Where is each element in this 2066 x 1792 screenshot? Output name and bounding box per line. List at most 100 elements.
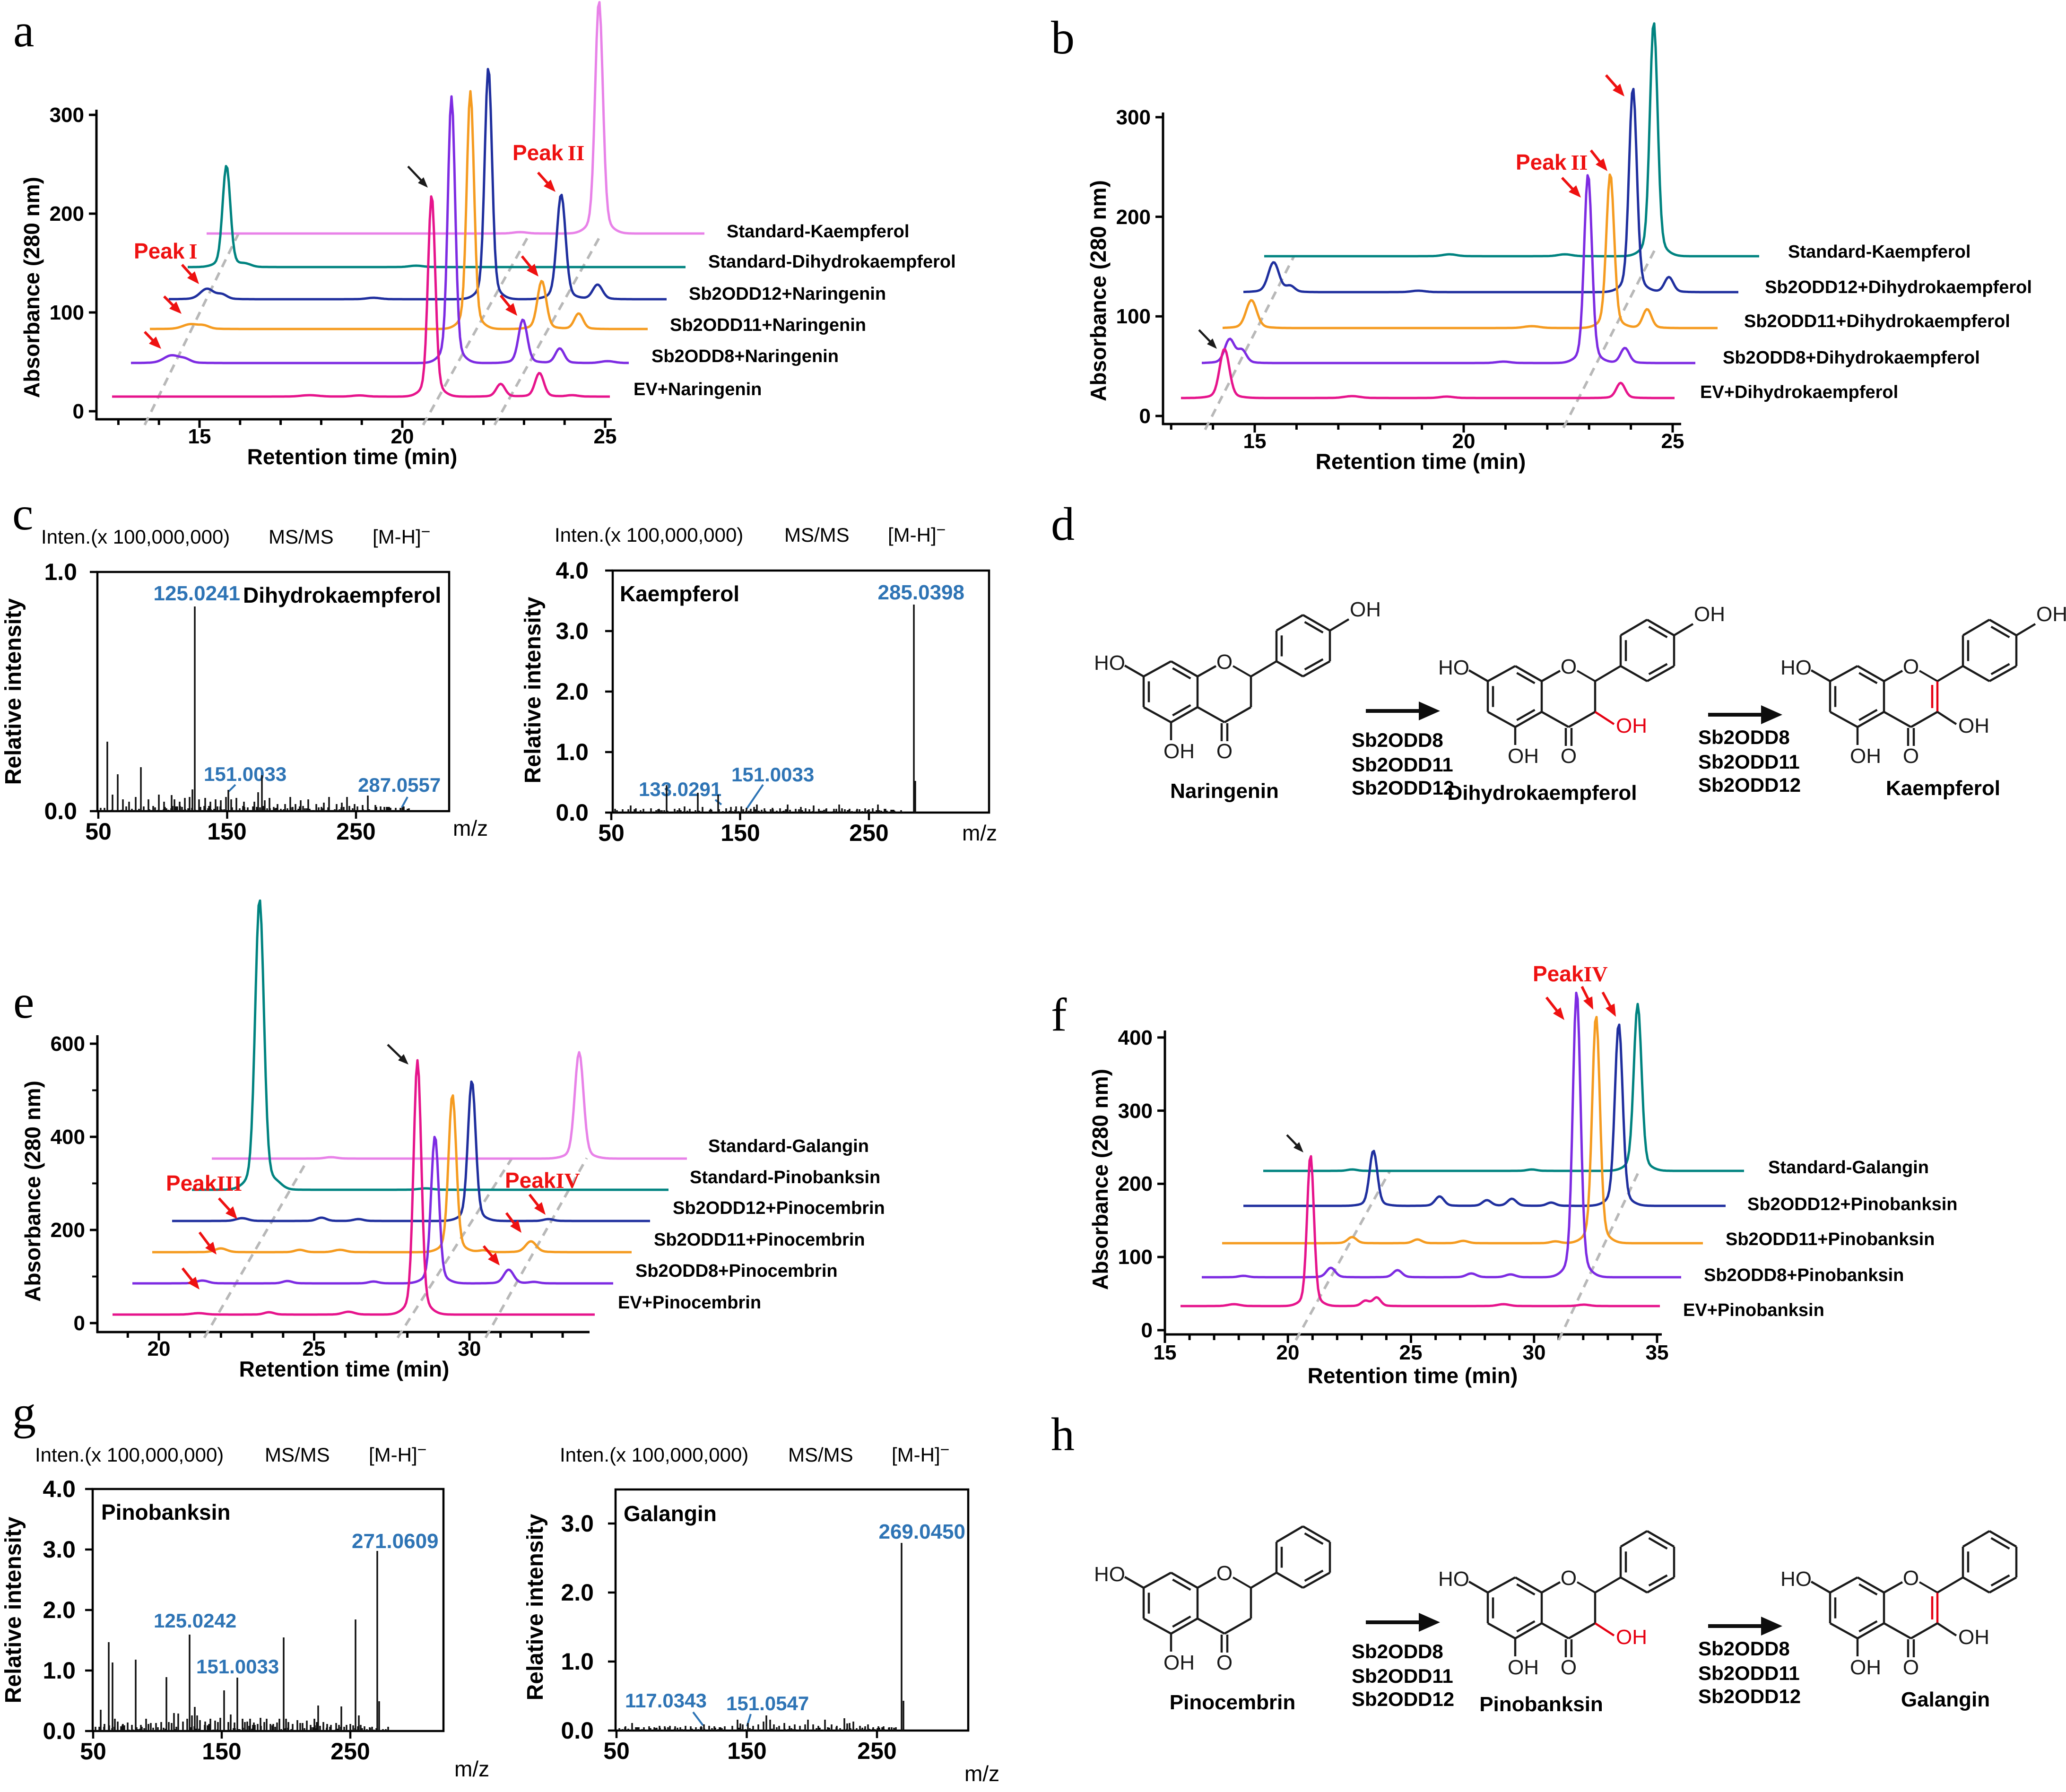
svg-text:O: O bbox=[1561, 655, 1577, 678]
svg-text:3.0: 3.0 bbox=[561, 1510, 594, 1537]
svg-text:Absorbance (280 nm): Absorbance (280 nm) bbox=[20, 1081, 45, 1302]
svg-text:2.0: 2.0 bbox=[556, 678, 589, 705]
svg-text:[M-H]−: [M-H]− bbox=[373, 523, 431, 548]
svg-text:250: 250 bbox=[849, 820, 888, 846]
svg-text:25: 25 bbox=[594, 425, 617, 448]
svg-text:Sb2ODD8+Dihydrokaempferol: Sb2ODD8+Dihydrokaempferol bbox=[1723, 348, 1980, 368]
svg-text:HO: HO bbox=[1780, 656, 1812, 679]
svg-text:Dihydrokaempferol: Dihydrokaempferol bbox=[243, 583, 441, 607]
svg-text:151.0547: 151.0547 bbox=[726, 1692, 809, 1714]
svg-text:150: 150 bbox=[202, 1738, 241, 1765]
svg-text:Pinobanksin: Pinobanksin bbox=[101, 1500, 230, 1524]
svg-text:Sb2ODD11: Sb2ODD11 bbox=[1352, 753, 1453, 776]
svg-text:25: 25 bbox=[1399, 1341, 1423, 1364]
svg-text:Sb2ODD12+Dihydrokaempferol: Sb2ODD12+Dihydrokaempferol bbox=[1765, 277, 2032, 297]
svg-text:Standard-Kaempferol: Standard-Kaempferol bbox=[727, 222, 909, 242]
svg-text:250: 250 bbox=[330, 1738, 370, 1765]
svg-text:Kaempferol: Kaempferol bbox=[1886, 777, 2000, 800]
svg-text:3.0: 3.0 bbox=[556, 618, 589, 644]
svg-text:O: O bbox=[1903, 1656, 1919, 1679]
svg-text:O: O bbox=[1561, 745, 1577, 768]
svg-text:Sb2ODD11+Dihydrokaempferol: Sb2ODD11+Dihydrokaempferol bbox=[1744, 312, 2010, 331]
svg-text:b: b bbox=[1051, 11, 1075, 64]
svg-text:Sb2ODD11+Pinobanksin: Sb2ODD11+Pinobanksin bbox=[1726, 1229, 1935, 1249]
svg-text:h: h bbox=[1051, 1408, 1075, 1461]
svg-text:Sb2ODD8: Sb2ODD8 bbox=[1698, 1637, 1790, 1660]
svg-text:Inten.(x 100,000,000): Inten.(x 100,000,000) bbox=[41, 526, 230, 548]
svg-text:Sb2ODD12: Sb2ODD12 bbox=[1698, 1685, 1801, 1707]
svg-text:HO: HO bbox=[1094, 1563, 1125, 1586]
svg-text:20: 20 bbox=[148, 1337, 171, 1360]
svg-text:200: 200 bbox=[1118, 1172, 1153, 1195]
svg-text:EV+Dihydrokaempferol: EV+Dihydrokaempferol bbox=[1700, 382, 1898, 402]
svg-text:Sb2ODD8: Sb2ODD8 bbox=[1352, 1640, 1443, 1662]
svg-text:151.0033: 151.0033 bbox=[204, 763, 286, 785]
svg-text:Inten.(x 100,000,000): Inten.(x 100,000,000) bbox=[555, 524, 743, 546]
svg-text:100: 100 bbox=[50, 301, 84, 324]
svg-text:50: 50 bbox=[598, 820, 625, 846]
svg-text:d: d bbox=[1051, 498, 1075, 550]
svg-text:PeakIV: PeakIV bbox=[1533, 961, 1608, 986]
svg-text:HO: HO bbox=[1780, 1567, 1812, 1591]
svg-text:Sb2ODD11: Sb2ODD11 bbox=[1698, 751, 1800, 773]
svg-text:2.0: 2.0 bbox=[43, 1597, 76, 1623]
svg-text:125.0242: 125.0242 bbox=[154, 1610, 236, 1632]
svg-text:50: 50 bbox=[603, 1738, 630, 1764]
svg-text:Sb2ODD12+Naringenin: Sb2ODD12+Naringenin bbox=[689, 284, 886, 304]
svg-text:MS/MS: MS/MS bbox=[784, 524, 850, 546]
svg-text:1.0: 1.0 bbox=[556, 739, 589, 765]
svg-text:OH: OH bbox=[1958, 1626, 1989, 1649]
svg-text:Retention time (min): Retention time (min) bbox=[239, 1357, 450, 1381]
svg-text:133.0291: 133.0291 bbox=[639, 778, 721, 800]
svg-text:OH: OH bbox=[1958, 714, 1989, 737]
svg-text:m/z: m/z bbox=[964, 1761, 999, 1786]
svg-text:150: 150 bbox=[727, 1738, 766, 1764]
svg-text:O: O bbox=[1561, 1567, 1577, 1590]
svg-text:Relative intensity: Relative intensity bbox=[523, 1514, 548, 1700]
svg-text:Sb2ODD12+Pinobanksin: Sb2ODD12+Pinobanksin bbox=[1747, 1195, 1958, 1214]
svg-text:Peak II: Peak II bbox=[1516, 150, 1588, 174]
svg-text:HO: HO bbox=[1438, 1567, 1469, 1591]
svg-text:0.0: 0.0 bbox=[44, 798, 77, 824]
svg-text:Sb2ODD11: Sb2ODD11 bbox=[1698, 1662, 1800, 1684]
svg-text:15: 15 bbox=[188, 425, 211, 448]
svg-text:Pinobanksin: Pinobanksin bbox=[1479, 1693, 1603, 1716]
svg-text:15: 15 bbox=[1154, 1341, 1177, 1364]
svg-text:Standard-Galangin: Standard-Galangin bbox=[1768, 1158, 1929, 1177]
svg-text:OH: OH bbox=[1163, 1651, 1195, 1674]
svg-text:PeakIV: PeakIV bbox=[505, 1168, 580, 1193]
svg-text:[M-H]−: [M-H]− bbox=[888, 521, 946, 546]
svg-text:Peak I: Peak I bbox=[134, 239, 198, 263]
svg-text:0.0: 0.0 bbox=[556, 799, 589, 826]
svg-text:MS/MS: MS/MS bbox=[265, 1444, 330, 1466]
svg-text:O: O bbox=[1216, 740, 1233, 763]
svg-text:30: 30 bbox=[458, 1337, 481, 1360]
svg-text:200: 200 bbox=[51, 1219, 85, 1242]
svg-text:151.0033: 151.0033 bbox=[731, 763, 814, 786]
svg-text:Retention time (min): Retention time (min) bbox=[247, 444, 458, 469]
svg-text:Absorbance (280 nm): Absorbance (280 nm) bbox=[19, 177, 44, 398]
svg-text:3.0: 3.0 bbox=[43, 1536, 76, 1563]
svg-text:117.0343: 117.0343 bbox=[625, 1689, 707, 1712]
svg-text:Standard-Dihydrokaempferol: Standard-Dihydrokaempferol bbox=[708, 252, 956, 272]
svg-text:Sb2ODD12+Pinocembrin: Sb2ODD12+Pinocembrin bbox=[673, 1198, 885, 1218]
svg-text:Relative intensity: Relative intensity bbox=[521, 597, 546, 783]
svg-text:OH: OH bbox=[2036, 603, 2066, 626]
svg-text:250: 250 bbox=[336, 818, 375, 845]
svg-text:OH: OH bbox=[1508, 745, 1539, 768]
svg-text:0: 0 bbox=[74, 1312, 85, 1335]
svg-text:OH: OH bbox=[1163, 740, 1195, 763]
svg-text:30: 30 bbox=[1523, 1341, 1546, 1364]
svg-text:Pinocembrin: Pinocembrin bbox=[1170, 1691, 1296, 1714]
svg-text:0.0: 0.0 bbox=[43, 1718, 76, 1744]
svg-text:400: 400 bbox=[1118, 1026, 1153, 1049]
svg-text:HO: HO bbox=[1094, 651, 1125, 675]
svg-text:150: 150 bbox=[207, 818, 246, 845]
svg-text:Sb2ODD8+Pinocembrin: Sb2ODD8+Pinocembrin bbox=[635, 1261, 838, 1281]
svg-text:Kaempferol: Kaempferol bbox=[620, 581, 739, 606]
svg-text:300: 300 bbox=[1116, 106, 1151, 129]
svg-text:Retention time (min): Retention time (min) bbox=[1308, 1363, 1518, 1388]
svg-text:O: O bbox=[1903, 655, 1919, 678]
svg-text:Sb2ODD11+Naringenin: Sb2ODD11+Naringenin bbox=[670, 315, 866, 335]
svg-text:m/z: m/z bbox=[453, 816, 488, 840]
